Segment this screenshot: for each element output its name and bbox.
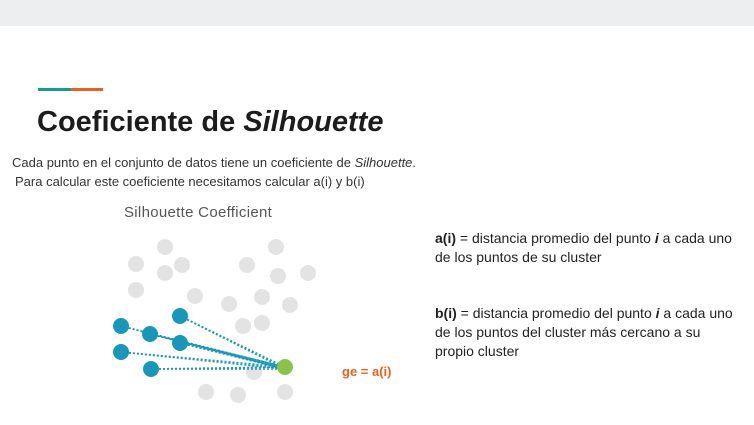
- other-point: [157, 265, 173, 281]
- other-point: [282, 297, 298, 313]
- intro-line-1-text: Cada punto en el conjunto de datos tiene…: [12, 155, 355, 170]
- other-point: [239, 257, 255, 273]
- other-point: [174, 257, 190, 273]
- definition-b-term: b(i): [435, 305, 457, 321]
- distance-line: [120, 351, 286, 370]
- silhouette-figure: [113, 239, 316, 403]
- other-point: [268, 239, 284, 255]
- definition-a-var: i: [654, 230, 659, 246]
- intro-line-1: Cada punto en el conjunto de datos tiene…: [12, 153, 472, 172]
- distance-line: [179, 315, 286, 368]
- accent-orange-segment: [71, 88, 103, 91]
- definition-b-var: i: [655, 305, 660, 321]
- other-points: [128, 239, 316, 403]
- definition-b-text1: = distancia promedio del punto: [456, 305, 656, 321]
- definition-a: a(i) = distancia promedio del punto i a …: [435, 229, 735, 267]
- target-point: [277, 359, 293, 375]
- cluster-point: [172, 335, 188, 351]
- cluster-point: [113, 344, 129, 360]
- other-point: [270, 268, 286, 284]
- other-point: [221, 296, 237, 312]
- definition-b: b(i) = distancia promedio del punto i a …: [435, 304, 735, 361]
- definition-a-text1: = distancia promedio del punto: [456, 230, 655, 246]
- slide-title-italic: Silhouette: [243, 106, 384, 138]
- other-point: [128, 256, 144, 272]
- other-point: [277, 384, 293, 400]
- intro-line-1-italic: Silhouette: [354, 155, 413, 170]
- figure-title: Silhouette Coefficient: [124, 204, 273, 221]
- cluster-point: [142, 326, 158, 342]
- slide-title-main: Coeficiente de: [37, 106, 244, 138]
- title-accent-bar: [38, 88, 103, 91]
- other-point: [128, 282, 144, 298]
- distance-line: [120, 351, 286, 368]
- other-point: [254, 315, 270, 331]
- other-point: [187, 288, 203, 304]
- cluster-point: [113, 318, 129, 334]
- cluster-point: [143, 361, 159, 377]
- intro-line-1-end: .: [412, 155, 417, 170]
- other-point: [235, 318, 251, 334]
- other-point: [198, 384, 214, 400]
- cluster-point: [172, 308, 188, 324]
- other-point: [230, 387, 246, 403]
- intro-line-2: Para calcular este coeficiente necesitam…: [15, 174, 365, 189]
- accent-teal-segment: [38, 88, 71, 91]
- slide-title: Coeficiente de Silhouette: [37, 106, 383, 139]
- top-bar: [0, 0, 754, 26]
- other-point: [254, 289, 270, 305]
- definition-a-term: a(i): [435, 230, 456, 246]
- definition-a-text2: a cada uno de los puntos de su cluster: [435, 230, 732, 265]
- distance-line: [149, 333, 286, 368]
- cluster-points: [113, 308, 188, 377]
- other-point: [300, 265, 316, 281]
- intro-text: Cada punto en el conjunto de datos tiene…: [12, 153, 472, 191]
- other-point: [157, 239, 173, 255]
- figure-label: ge = a(i): [342, 364, 392, 379]
- other-point: [246, 364, 262, 380]
- definition-b-text2: a cada uno de los puntos del cluster más…: [435, 305, 733, 359]
